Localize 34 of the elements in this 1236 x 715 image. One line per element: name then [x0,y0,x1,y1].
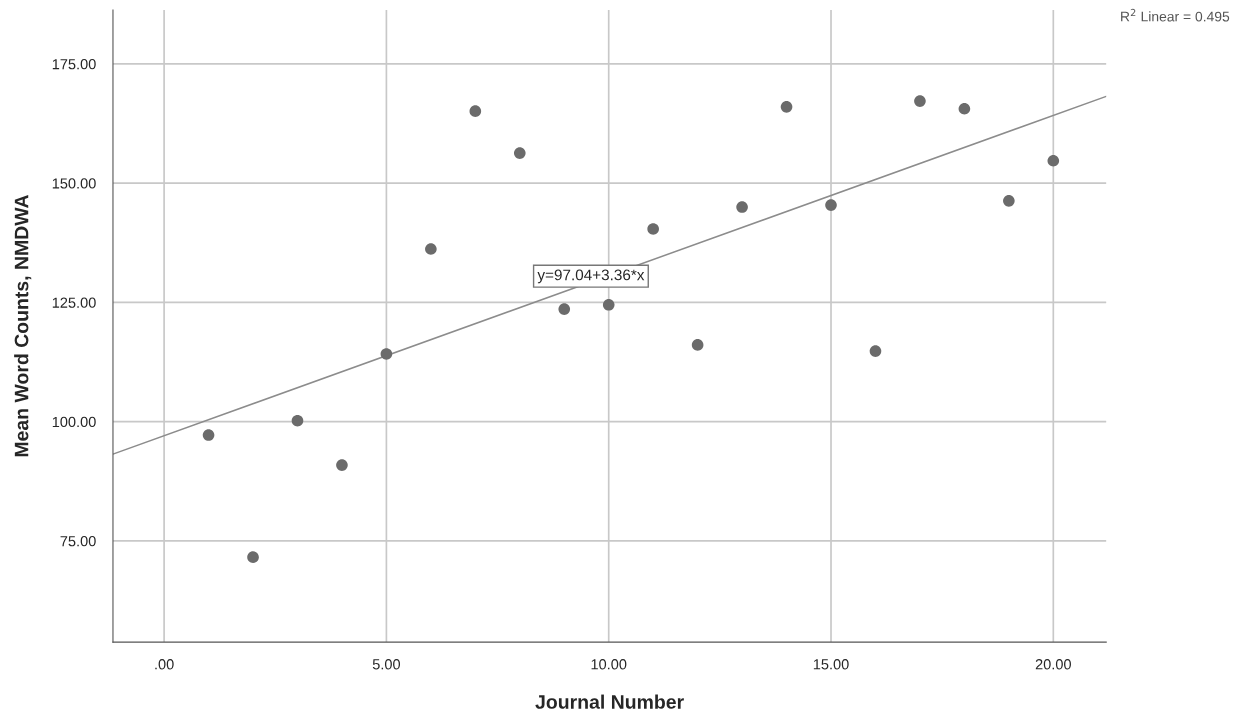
point [202,429,215,441]
point [469,105,482,117]
point [1003,195,1015,207]
text: R$^{2}$ Linear = 0.495 [1121,8,1230,22]
x-tick-label: 15.00 [813,659,849,670]
point [869,345,882,357]
point [558,303,571,315]
point [247,551,259,563]
point [825,199,837,211]
x-tick-label: 20.00 [1035,659,1071,670]
y-tick-label: 150.00 [52,178,96,189]
point [736,201,748,213]
annotation: y=97.04+3.36*x [537,269,645,284]
point [513,147,526,159]
point [336,459,348,471]
point [691,339,704,351]
y-tick-label: 75.00 [60,536,96,547]
point [380,348,393,360]
point [914,95,926,107]
point [647,223,659,235]
y-tick-label: 100.00 [52,416,96,428]
x-tick-label: .00 [155,659,174,670]
point [425,243,437,255]
y-tick-label: 175.00 [52,59,96,70]
point [1047,154,1060,167]
point [780,101,793,113]
point [958,102,971,115]
point [291,414,304,427]
x-axis-title: Journal Number [535,694,684,709]
y-axis-title: Mean Word Counts, NMDWA [14,194,32,457]
x-tick-label: 5.00 [372,659,401,670]
x-tick-label: 10.00 [591,659,627,670]
point [602,299,615,311]
y-tick-label: 125.00 [52,297,96,308]
